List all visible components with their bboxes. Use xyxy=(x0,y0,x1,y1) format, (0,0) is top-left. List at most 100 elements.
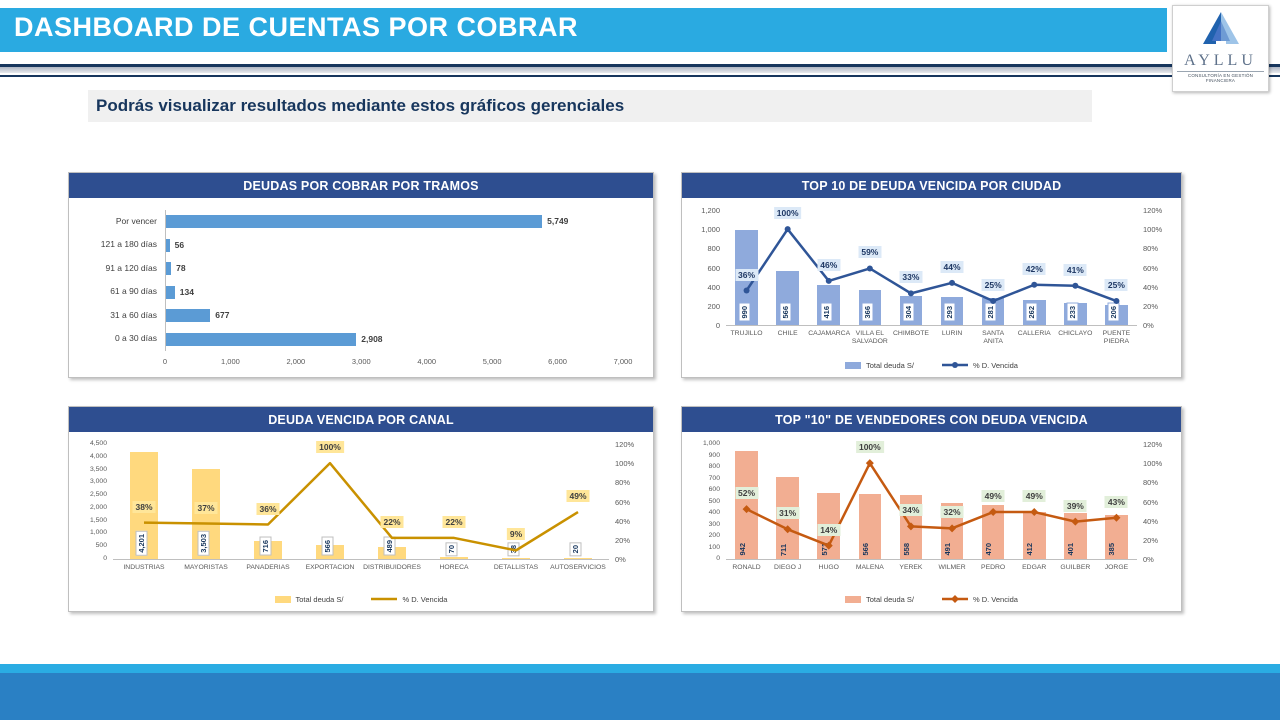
left-axis-tick: 3,000 xyxy=(89,478,107,486)
series-legend: Total deuda S/ % D. Vencida xyxy=(69,594,653,604)
legend-label: % D. Vencida xyxy=(972,360,1018,370)
legend-label: Total deuda S/ xyxy=(295,594,344,604)
series-legend: Total deuda S/ % D. Vencida xyxy=(682,594,1181,604)
category-label: MALENA xyxy=(855,564,884,571)
separator-line-silver xyxy=(0,67,1280,73)
separator-line-top xyxy=(0,64,1280,67)
right-axis-tick: 100% xyxy=(1143,459,1163,469)
legend-item: Total deuda S/ xyxy=(845,361,914,370)
pct-label: 100% xyxy=(316,441,344,454)
left-axis-tick: 600 xyxy=(708,486,720,493)
legend-item: % D. Vencida xyxy=(941,360,1018,370)
left-axis-tick: 1,000 xyxy=(702,440,720,447)
right-axis-tick: 60% xyxy=(1143,497,1159,507)
left-axis-tick: 500 xyxy=(95,542,107,550)
category-label: CHICLAYO xyxy=(1058,330,1093,337)
legend-swatch-bar xyxy=(274,595,291,603)
value-label: 134 xyxy=(179,286,194,297)
value-label: 558 xyxy=(901,543,911,556)
category-label: EXPORTACION xyxy=(305,564,355,571)
legend-item: % D. Vencida xyxy=(941,594,1018,604)
value-label: 677 xyxy=(215,310,230,321)
deuda-bar xyxy=(166,285,175,299)
right-axis-tick: 40% xyxy=(1143,516,1159,526)
category-label: 0 a 30 días xyxy=(114,333,157,344)
footer-band xyxy=(0,673,1280,720)
value-label: 716 xyxy=(260,537,272,556)
value-label: 5,749 xyxy=(547,216,569,227)
legend-swatch-line xyxy=(941,362,968,368)
pct-label: 46% xyxy=(817,258,841,271)
separator-line-bottom xyxy=(0,75,1280,77)
value-label: 401 xyxy=(1066,543,1076,556)
left-axis-tick: 1,000 xyxy=(89,529,107,537)
left-axis-tick: 4,000 xyxy=(89,452,107,460)
right-axis-tick: 80% xyxy=(1143,478,1159,488)
chart-deuda-por-canal: 0 500 1,000 1,500 2,000 2,500 3,000 3,500 4,000 4… xyxy=(69,432,653,611)
value-label: 206 xyxy=(1108,303,1120,322)
value-label: 4,201 xyxy=(136,531,148,556)
left-axis-tick: 1,200 xyxy=(701,206,720,215)
left-axis-tick: 200 xyxy=(708,532,720,539)
left-axis-tick: 300 xyxy=(708,520,720,528)
chart-vendedores-deuda: 0 100 200 300 400 500 600 700 800 900 1,000 0% 20% 40… xyxy=(682,432,1181,611)
category-label: DETALLISTAS xyxy=(493,564,539,571)
left-axis-tick: 600 xyxy=(707,263,720,273)
category-label: YEREK xyxy=(899,564,923,571)
left-axis-tick: 700 xyxy=(708,474,720,482)
deuda-bar xyxy=(166,332,357,346)
chart-title: DEUDAS POR COBRAR POR TRAMOS xyxy=(69,173,653,198)
right-axis-tick: 80% xyxy=(1143,244,1159,254)
panel-deuda-por-canal: DEUDA VENCIDA POR CANAL 0 500 1,000 1,500 2,… xyxy=(68,406,654,612)
panel-vendedores-deuda: TOP "10" DE VENDEDORES CON DEUDA VENCIDA… xyxy=(681,406,1182,612)
category-label: 121 a 180 días xyxy=(100,239,157,250)
chart-title: DEUDA VENCIDA POR CANAL xyxy=(69,407,653,432)
right-axis-tick: 20% xyxy=(1143,535,1159,545)
right-axis-tick: 0% xyxy=(1143,321,1154,330)
value-label: 416 xyxy=(820,303,833,322)
pct-label: 52% xyxy=(735,487,759,500)
panel-deuda-por-ciudad: TOP 10 DE DEUDA VENCIDA POR CIUDAD 0 200 4… xyxy=(681,172,1182,378)
category-label: TRUJILLO xyxy=(730,330,763,337)
axis-tick-label: 7,000 xyxy=(613,357,633,366)
pct-label: 25% xyxy=(981,279,1005,292)
category-label: RONALD xyxy=(732,564,761,571)
value-label: 566 xyxy=(860,543,870,556)
value-label: 281 xyxy=(985,303,997,322)
legend-swatch-bar xyxy=(845,361,861,369)
axis-tick-label: 5,000 xyxy=(482,357,502,366)
left-axis-tick: 3,500 xyxy=(89,465,107,473)
category-label: AUTOSERVICIOS xyxy=(550,564,606,571)
category-label: VILLA EL SALVADOR xyxy=(851,330,888,346)
value-label: 20 xyxy=(570,541,582,556)
category-label: Por vencer xyxy=(115,215,157,226)
ayllu-logo-icon xyxy=(1202,12,1239,44)
category-label: PUENTE PIEDRA xyxy=(1102,330,1131,346)
value-label: 470 xyxy=(984,543,994,556)
category-label: PEDRO xyxy=(981,564,1006,571)
category-label: GUILBER xyxy=(1060,564,1091,571)
right-axis-tick: 100% xyxy=(1143,225,1163,235)
pct-label: 22% xyxy=(442,515,466,528)
pct-label: 9% xyxy=(506,528,526,541)
pct-label: 31% xyxy=(776,507,800,520)
right-axis-tick: 80% xyxy=(615,478,631,488)
deuda-bar xyxy=(440,557,468,559)
left-axis-tick: 1,500 xyxy=(89,516,107,524)
pct-label: 34% xyxy=(899,504,923,517)
right-axis-tick: 20% xyxy=(1143,301,1159,311)
pct-label: 25% xyxy=(1104,279,1128,292)
right-axis-tick: 100% xyxy=(615,459,635,469)
category-label: INDUSTRIAS xyxy=(123,564,165,571)
value-label: 304 xyxy=(902,303,915,322)
pct-label: 100% xyxy=(773,207,802,220)
right-axis-tick: 120% xyxy=(1143,440,1163,449)
legend-swatch-bar xyxy=(845,595,861,603)
value-label: 262 xyxy=(1026,303,1038,322)
value-label: 489 xyxy=(384,537,396,556)
legend-swatch-line xyxy=(941,595,968,603)
value-label: 78 xyxy=(176,263,186,274)
value-label: 2,908 xyxy=(361,333,383,344)
value-label: 990 xyxy=(738,303,751,322)
value-label: 385 xyxy=(1107,543,1117,556)
